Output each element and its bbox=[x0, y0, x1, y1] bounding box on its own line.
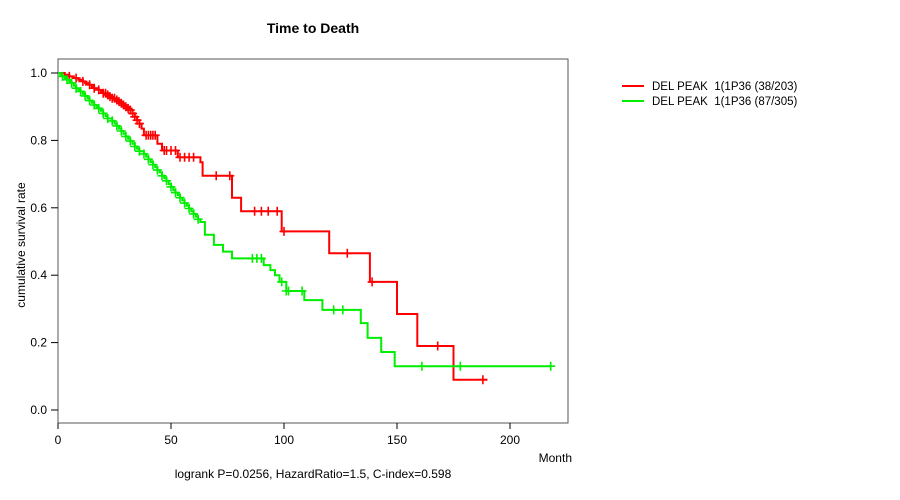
y-tick-label: 0.4 bbox=[30, 268, 47, 282]
x-tick-label: 50 bbox=[164, 433, 178, 447]
x-tick-label: 150 bbox=[387, 433, 407, 447]
legend-entry-group2: DEL PEAK 1(1P36 (87/305) bbox=[622, 96, 797, 108]
legend-label-group1: DEL PEAK 1(1P36 (38/203) bbox=[652, 81, 797, 93]
stats-caption: logrank P=0.0256, HazardRatio=1.5, C-ind… bbox=[175, 467, 452, 481]
y-axis-ticks: 0.0 0.2 0.4 0.6 0.8 1.0 bbox=[30, 66, 58, 417]
x-tick-label: 200 bbox=[500, 433, 520, 447]
survival-curve-series-0 bbox=[58, 72, 488, 381]
y-axis-label: cumulative survival rate bbox=[14, 182, 28, 308]
x-tick-label: 0 bbox=[55, 433, 62, 447]
y-tick-label: 0.8 bbox=[30, 133, 47, 147]
x-axis-ticks: 0 50 100 150 200 bbox=[55, 423, 520, 447]
y-tick-label: 0.2 bbox=[30, 336, 47, 350]
censor-marks-series-1 bbox=[58, 71, 556, 371]
y-tick-label: 1.0 bbox=[30, 66, 47, 80]
x-tick-label: 100 bbox=[274, 433, 294, 447]
legend-label-group2: DEL PEAK 1(1P36 (87/305) bbox=[652, 96, 797, 108]
x-axis-unit-label: Month bbox=[539, 451, 572, 465]
censor-marks-series-0 bbox=[64, 71, 488, 385]
survival-curves bbox=[58, 71, 556, 385]
y-tick-label: 0.0 bbox=[30, 403, 47, 417]
legend-entry-group1: DEL PEAK 1(1P36 (38/203) bbox=[622, 81, 797, 93]
plot-area-box bbox=[57, 58, 569, 424]
chart-title: Time to Death bbox=[267, 20, 359, 36]
legend: DEL PEAK 1(1P36 (38/203) DEL PEAK 1(1P36… bbox=[622, 81, 797, 108]
y-tick-label: 0.6 bbox=[30, 201, 47, 215]
